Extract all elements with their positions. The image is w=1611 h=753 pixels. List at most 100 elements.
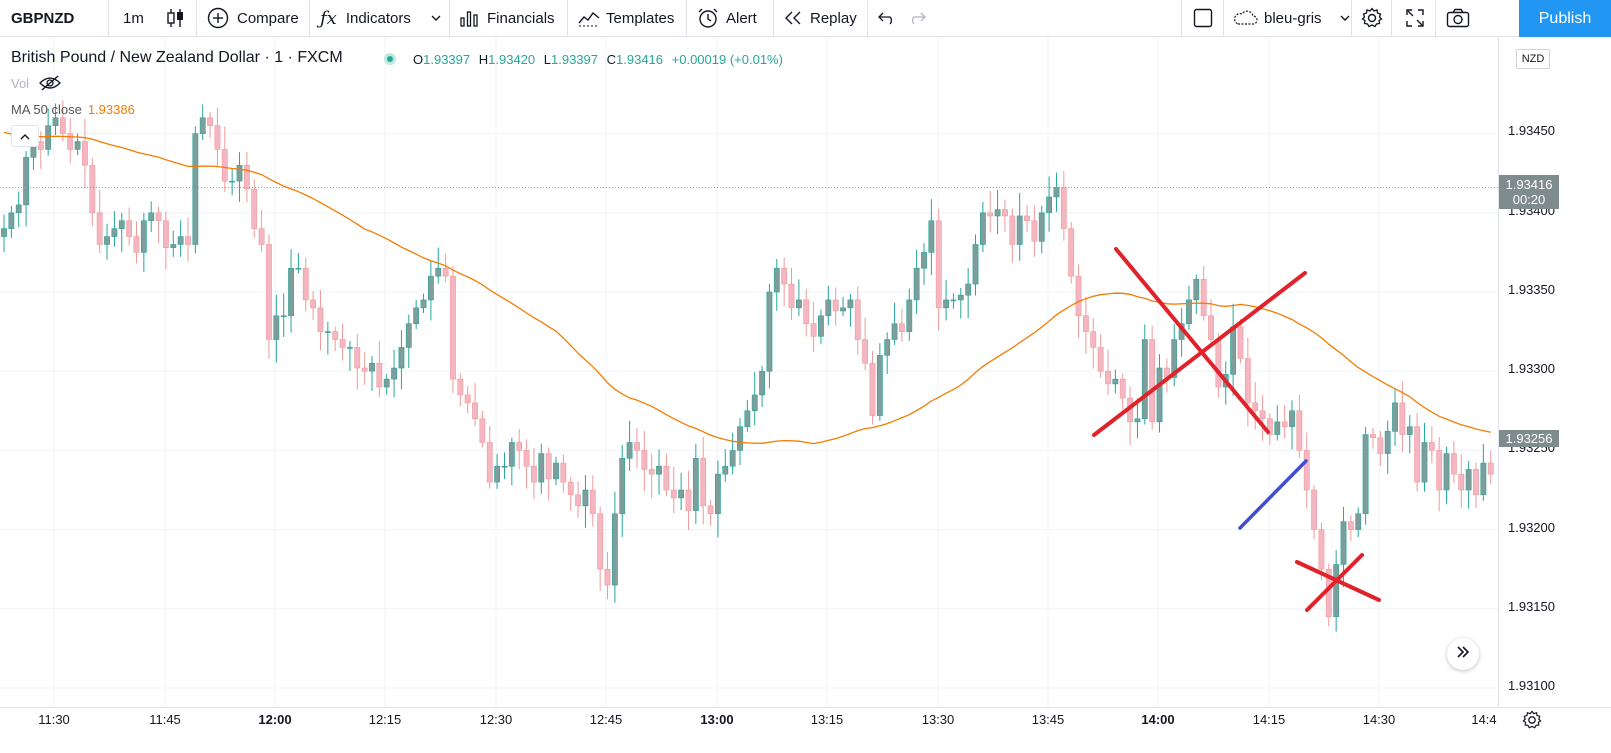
candle-down	[258, 228, 265, 245]
indicators-button[interactable]: ƒx Indicators	[320, 0, 441, 36]
time-tick: 13:45	[1031, 712, 1065, 727]
change-value: +0.00019 (+0.01%)	[671, 52, 783, 67]
candle-up	[656, 465, 662, 475]
candle-down	[67, 133, 74, 150]
candle-down	[59, 117, 66, 134]
candle-down	[163, 220, 169, 248]
candle-up	[965, 283, 972, 296]
toolbar-divider	[773, 0, 774, 36]
gear-icon	[1361, 7, 1383, 29]
replay-button[interactable]: Replay	[784, 0, 857, 36]
scroll-to-realtime-button[interactable]	[1447, 638, 1479, 670]
ma-indicator-label[interactable]: MA 50 close 1.93386	[11, 102, 135, 117]
candle-up	[921, 252, 927, 269]
layout-button[interactable]: bleu-gris	[1232, 0, 1350, 36]
candle-down	[1200, 279, 1207, 317]
candle-down	[1428, 442, 1435, 451]
candle-up	[737, 426, 743, 451]
candle-up	[538, 453, 545, 483]
compare-button[interactable]: Compare	[207, 0, 299, 36]
settings-button[interactable]	[1361, 0, 1383, 36]
candle-up	[715, 473, 721, 515]
candle-up	[23, 157, 29, 206]
chart-grid	[0, 37, 1498, 707]
chevron-down-icon[interactable]	[431, 15, 441, 22]
candle-down	[457, 378, 464, 396]
candle-down	[788, 283, 795, 309]
templates-button[interactable]: Templates	[578, 0, 674, 36]
undo-icon	[878, 11, 896, 25]
candle-up	[906, 299, 913, 332]
chart-type-button[interactable]	[166, 0, 186, 36]
publish-button[interactable]: Publish	[1519, 0, 1611, 37]
red-cross-line	[1092, 271, 1307, 437]
financials-button[interactable]: Financials	[459, 0, 555, 36]
candle-down	[670, 489, 677, 499]
currency-badge[interactable]: NZD	[1516, 49, 1550, 69]
toolbar-divider	[567, 0, 568, 36]
candle-up	[236, 164, 243, 182]
time-axis[interactable]	[0, 707, 1611, 753]
candle-up	[170, 244, 177, 248]
expand-button[interactable]	[1405, 0, 1425, 36]
candle-up	[759, 370, 765, 396]
candle-up	[1134, 418, 1141, 423]
scale-settings-button[interactable]	[1522, 710, 1542, 735]
candle-up	[508, 442, 515, 467]
candle-up	[148, 212, 155, 222]
candle-up	[427, 275, 434, 301]
alert-button[interactable]: Alert	[697, 0, 757, 36]
candle-up	[773, 267, 780, 293]
snapshot-button[interactable]	[1446, 0, 1470, 36]
close-key: C	[606, 52, 617, 67]
candle-down	[604, 568, 611, 586]
candle-down	[1436, 450, 1443, 491]
candle-down	[1024, 215, 1030, 222]
expand-icon	[1405, 8, 1425, 28]
candle-down	[332, 331, 339, 340]
candle-up	[582, 489, 589, 507]
candle-down	[862, 339, 869, 364]
collapse-legend-button[interactable]	[11, 125, 39, 147]
candle-up	[413, 307, 420, 324]
candle-down	[1414, 426, 1421, 483]
candle-up	[1171, 339, 1178, 378]
candle-down	[1399, 402, 1406, 435]
price-tick: 1.93300	[1508, 361, 1555, 376]
interval-button[interactable]: 1m	[123, 0, 144, 36]
price-tick: 1.93450	[1508, 123, 1555, 138]
candle-down	[1370, 434, 1376, 439]
candle-up	[1, 228, 7, 237]
bar-chart-icon	[459, 8, 479, 28]
candle-up	[619, 458, 626, 515]
candle-down	[1252, 402, 1259, 412]
cloud-icon	[1232, 10, 1258, 26]
candle-down	[126, 220, 133, 237]
indicators-label: Indicators	[345, 9, 411, 27]
candle-down	[96, 212, 103, 245]
alarm-clock-icon	[697, 7, 719, 29]
ohlc-values: O1.93397 H1.93420 L1.93397 C1.93416 +0.0…	[413, 52, 783, 67]
undo-button[interactable]	[878, 0, 896, 36]
price-scale[interactable]	[1498, 37, 1611, 707]
candle-down	[354, 347, 361, 369]
volume-indicator-label[interactable]: Vol	[11, 75, 61, 91]
time-tick: 12:45	[589, 712, 623, 727]
alert-label: Alert	[726, 9, 757, 27]
symbol-search-button[interactable]: GBPNZD	[11, 0, 74, 36]
candle-up	[192, 133, 199, 245]
ma-50-line	[3, 131, 1491, 445]
candle-up	[1193, 279, 1200, 301]
candle-up	[369, 362, 375, 372]
candle-down	[486, 442, 493, 483]
candle-up	[1480, 462, 1487, 496]
candle-down	[935, 220, 942, 309]
symbol-title[interactable]: British Pound / New Zealand Dollar · 1 ·…	[11, 49, 343, 66]
redo-button[interactable]	[908, 0, 926, 36]
replay-label: Replay	[810, 9, 857, 27]
fullscreen-toggle-button[interactable]	[1193, 0, 1213, 36]
candle-up	[104, 236, 110, 245]
eye-hidden-icon[interactable]	[39, 75, 61, 94]
candle-up	[553, 462, 559, 480]
